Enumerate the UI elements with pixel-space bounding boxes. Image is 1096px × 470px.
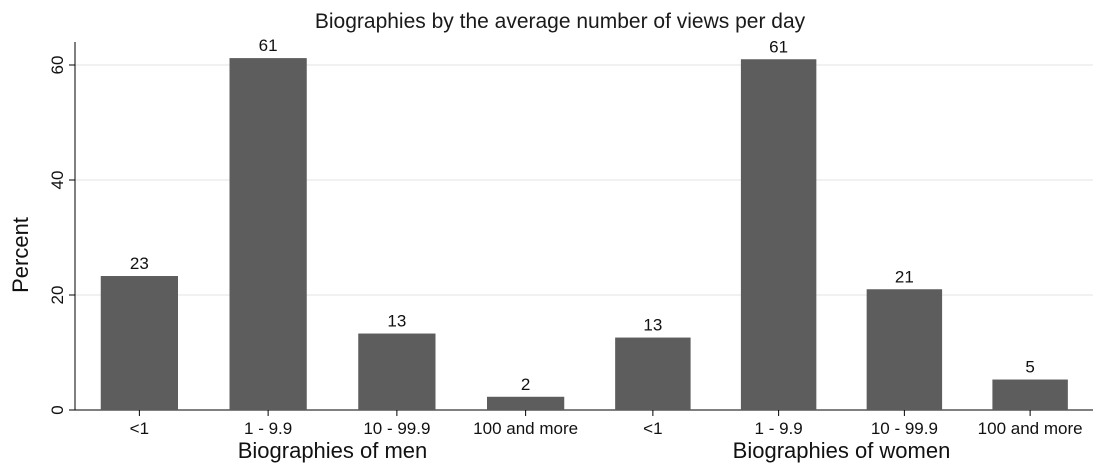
bar-value-label: 2 [521,375,530,394]
bar [615,337,691,410]
bar-value-label: 61 [259,36,278,55]
x-tick-label: 10 - 99.9 [871,419,938,438]
bar-value-label: 23 [130,254,149,273]
bar [866,289,943,410]
x-tick-label: <1 [130,419,149,438]
x-tick-label: 100 and more [473,419,578,438]
x-tick-label: 1 - 9.9 [244,419,292,438]
panel-women: 13 <1 61 1 - 9.9 21 10 - 99.9 5 100 and more Bio… [590,37,1093,463]
bar-value-label: 21 [895,267,914,286]
y-tick-label: 0 [48,405,67,414]
bar [740,59,817,410]
bar [229,58,307,410]
x-axis-label: Biographies of women [733,438,951,463]
bar [358,333,436,410]
bar-value-label: 61 [769,37,788,56]
y-tick-label: 20 [48,286,67,305]
bar-value-label: 13 [643,316,662,335]
y-tick-label: 60 [48,56,67,75]
bar [487,396,565,410]
bar [100,276,178,410]
x-tick-label: <1 [643,419,662,438]
x-tick-label: 1 - 9.9 [755,419,803,438]
x-tick-label: 10 - 99.9 [363,419,430,438]
y-axis-label: Percent [8,217,33,293]
x-tick-label: 100 and more [978,419,1083,438]
x-axis-label: Biographies of men [238,438,428,463]
bar-value-label: 5 [1025,358,1034,377]
bar-value-label: 13 [387,312,406,331]
bar [992,379,1068,410]
chart-title: Biographies by the average number of vie… [315,10,806,33]
panel-men: 0 20 40 60 23 <1 61 1 - 9.9 13 10 - 99.9 2 100 and … [48,36,590,463]
y-tick-label: 40 [48,171,67,190]
